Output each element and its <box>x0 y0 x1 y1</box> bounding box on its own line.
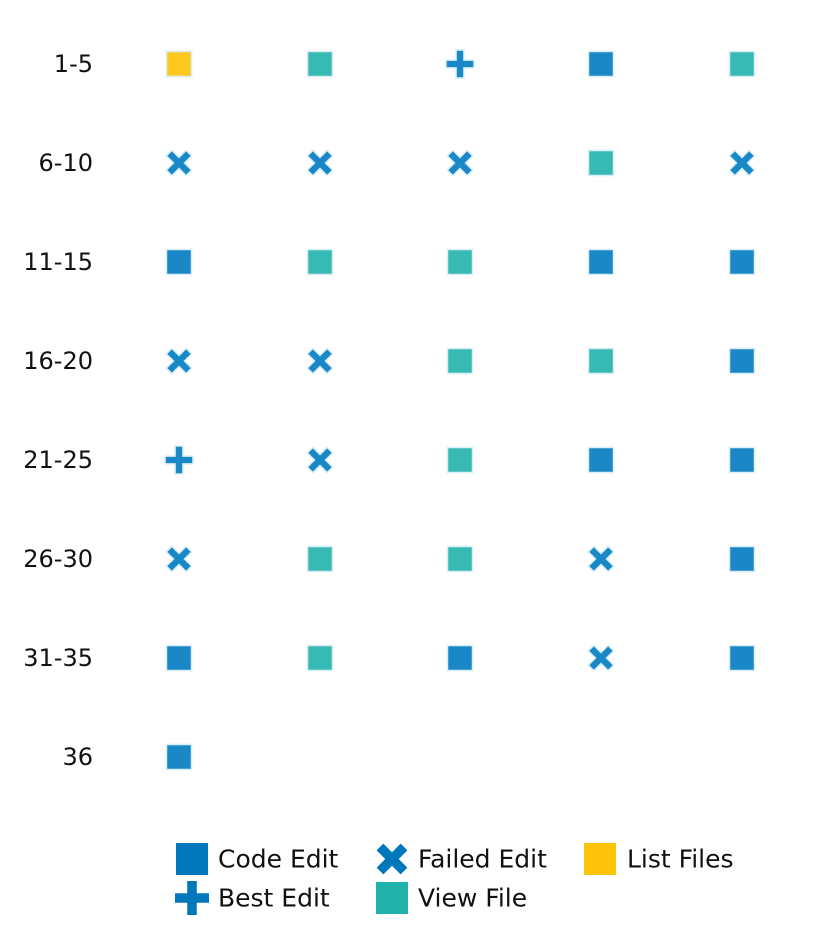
legend-item-best-edit: Best Edit <box>175 881 330 915</box>
step-marker-best-edit <box>445 49 475 79</box>
chart-row: 16-20 <box>23 347 756 375</box>
chart-rows: 1-5 6-10 11-15 16-20 21-25 26-30 31-35 36 <box>23 49 756 771</box>
chart-legend: Code Edit Failed Edit List Files Best Edit V… <box>175 843 734 915</box>
legend-marker-code-edit <box>176 843 208 875</box>
row-label: 26-30 <box>23 545 93 573</box>
step-marker-failed-edit <box>165 149 193 177</box>
row-label: 36 <box>62 743 93 771</box>
step-marker-code-edit <box>728 248 756 276</box>
legend-marker-failed-edit <box>376 843 408 875</box>
step-marker-list-files <box>165 50 193 78</box>
step-marker-code-edit <box>728 347 756 375</box>
legend-item-failed-edit: Failed Edit <box>376 843 547 875</box>
step-marker-view-file <box>446 248 474 276</box>
step-marker-code-edit <box>165 644 193 672</box>
step-marker-code-edit <box>728 545 756 573</box>
row-label: 16-20 <box>23 347 93 375</box>
legend-item-code-edit: Code Edit <box>176 843 339 875</box>
step-marker-code-edit <box>728 644 756 672</box>
step-marker-view-file <box>306 644 334 672</box>
legend-label: Failed Edit <box>418 845 547 874</box>
step-marker-failed-edit <box>728 149 756 177</box>
legend-marker-list-files <box>584 843 616 875</box>
step-marker-view-file <box>306 248 334 276</box>
step-marker-failed-edit <box>165 545 193 573</box>
step-marker-best-edit <box>164 445 194 475</box>
step-marker-code-edit <box>165 248 193 276</box>
row-label: 31-35 <box>23 644 93 672</box>
step-marker-view-file <box>446 347 474 375</box>
step-marker-code-edit <box>728 446 756 474</box>
step-marker-view-file <box>446 446 474 474</box>
step-marker-failed-edit <box>165 347 193 375</box>
step-marker-view-file <box>306 545 334 573</box>
legend-marker-view-file <box>376 882 408 914</box>
chart-row: 31-35 <box>23 644 756 672</box>
chart-row: 1-5 <box>54 49 756 79</box>
step-marker-code-edit <box>587 446 615 474</box>
step-marker-code-edit <box>446 644 474 672</box>
chart-row: 26-30 <box>23 545 756 573</box>
step-marker-failed-edit <box>306 149 334 177</box>
step-marker-code-edit <box>587 248 615 276</box>
legend-label: Best Edit <box>218 884 330 913</box>
legend-label: List Files <box>627 845 734 874</box>
step-marker-view-file <box>446 545 474 573</box>
chart-row: 36 <box>62 743 193 771</box>
chart-row: 21-25 <box>23 445 756 475</box>
legend-item-list-files: List Files <box>584 843 734 875</box>
step-marker-failed-edit <box>306 347 334 375</box>
legend-label: View File <box>418 884 527 913</box>
row-label: 1-5 <box>54 50 93 78</box>
step-marker-failed-edit <box>587 644 615 672</box>
step-marker-view-file <box>587 149 615 177</box>
step-marker-code-edit <box>587 50 615 78</box>
step-marker-failed-edit <box>446 149 474 177</box>
row-label: 6-10 <box>39 149 93 177</box>
step-marker-failed-edit <box>306 446 334 474</box>
step-marker-code-edit <box>165 743 193 771</box>
step-marker-view-file <box>728 50 756 78</box>
step-marker-view-file <box>306 50 334 78</box>
legend-marker-best-edit <box>175 881 209 915</box>
legend-item-view-file: View File <box>376 882 527 914</box>
row-label: 11-15 <box>23 248 93 276</box>
step-marker-failed-edit <box>587 545 615 573</box>
legend-label: Code Edit <box>218 845 339 874</box>
chart-row: 11-15 <box>23 248 756 276</box>
chart-row: 6-10 <box>39 149 756 177</box>
step-marker-view-file <box>587 347 615 375</box>
row-label: 21-25 <box>23 446 93 474</box>
